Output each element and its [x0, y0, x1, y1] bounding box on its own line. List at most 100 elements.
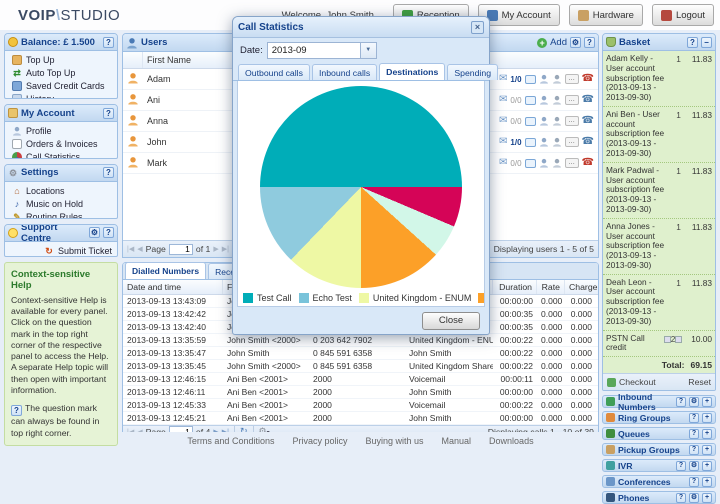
call-row[interactable]: 2013-09-13 13:35:45 John Smith <2000> 0 84… — [123, 360, 598, 373]
person-icon[interactable] — [552, 74, 562, 84]
call-row[interactable]: 2013-09-13 12:45:21 Ani Ben <2001> 2000 Joh… — [123, 412, 598, 425]
calls-column-header[interactable] — [405, 280, 493, 294]
dialog-tab-spending[interactable]: Spending — [447, 64, 499, 80]
sidebar-item-top-up[interactable]: Top Up — [12, 54, 115, 66]
help-icon[interactable]: ? — [689, 428, 699, 439]
person-icon[interactable] — [552, 158, 562, 168]
gear-icon[interactable]: ⚙ — [689, 460, 699, 471]
expand-icon[interactable]: + — [702, 412, 712, 423]
checkout-button[interactable]: Checkout — [607, 377, 656, 387]
phone-icon[interactable]: ☎ — [581, 157, 594, 168]
footer-link-privacy-policy[interactable]: Privacy policy — [292, 436, 348, 446]
panel-queues[interactable]: Queues? + — [602, 427, 716, 441]
footer-link-terms-and-conditions[interactable]: Terms and Conditions — [187, 436, 275, 446]
call-row[interactable]: 2013-09-13 12:46:11 Ani Ben <2001> 2000 Joh… — [123, 386, 598, 399]
phone-icon[interactable]: ☎ — [581, 94, 594, 105]
refresh-icon[interactable]: ↻ — [239, 426, 248, 432]
person-icon[interactable] — [539, 74, 549, 84]
sidebar-item-saved-credit-cards[interactable]: Saved Credit Cards — [12, 80, 115, 92]
help-icon[interactable]: ? — [689, 476, 699, 487]
expand-icon[interactable]: + — [702, 396, 712, 407]
add-user-button[interactable]: + Add — [537, 37, 567, 48]
collapse-icon[interactable]: − — [701, 36, 712, 48]
more-options-icon[interactable]: ... — [564, 95, 579, 105]
tab-dialled-numbers[interactable]: Dialled Numbers — [125, 262, 207, 279]
first-page-icon[interactable]: |◀ — [127, 428, 135, 433]
last-page-icon[interactable]: ▶| — [221, 246, 229, 253]
prev-page-icon[interactable]: ◀ — [137, 246, 143, 253]
panel-ivr[interactable]: IVR? ⚙ + — [602, 459, 716, 473]
help-icon[interactable]: ? — [103, 167, 114, 179]
next-page-icon[interactable]: ▶ — [213, 246, 219, 253]
users-page-input[interactable] — [168, 243, 193, 255]
sidebar-item-history[interactable]: History — [12, 93, 115, 99]
envelope-icon[interactable]: ✉ — [499, 136, 508, 147]
help-icon[interactable]: ? — [584, 37, 595, 48]
footer-link-manual[interactable]: Manual — [441, 436, 472, 446]
chat-icon[interactable] — [524, 74, 536, 84]
decrease-icon[interactable] — [663, 335, 671, 343]
calls-column-header[interactable]: Duration — [493, 280, 537, 294]
first-page-icon[interactable]: |◀ — [127, 246, 135, 253]
help-icon[interactable]: ? — [676, 492, 686, 503]
gear-icon[interactable]: ⚙ — [689, 492, 699, 503]
sidebar-item-routing-rules[interactable]: ✎ Routing Rules — [12, 211, 115, 218]
footer-link-downloads[interactable]: Downloads — [489, 436, 534, 446]
sidebar-item-call-statistics[interactable]: Call Statistics — [12, 151, 115, 158]
envelope-icon[interactable]: ✉ — [499, 94, 508, 105]
sidebar-item-profile[interactable]: Profile — [12, 125, 115, 137]
phone-icon[interactable]: ☎ — [581, 136, 594, 147]
sidebar-item-orders-invoices[interactable]: Orders & Invoices — [12, 138, 115, 150]
envelope-icon[interactable]: ✉ — [499, 73, 508, 84]
gear-icon[interactable]: ⚙ — [89, 227, 100, 239]
sidebar-item-auto-top-up[interactable]: ⇄ Auto Top Up — [12, 67, 115, 79]
calls-column-header[interactable]: Rate — [537, 280, 565, 294]
my-account-button[interactable]: My Account — [477, 4, 560, 26]
sidebar-item-music-on-hold[interactable]: ♪ Music on Hold — [12, 198, 115, 210]
help-icon[interactable]: ? — [687, 36, 698, 48]
phone-icon[interactable]: ☎ — [581, 115, 594, 126]
sidebar-item-locations[interactable]: ⌂ Locations — [12, 185, 115, 197]
dialog-tab-destinations[interactable]: Destinations — [379, 63, 446, 80]
calls-column-header[interactable]: Date and time — [123, 280, 223, 294]
prev-page-icon[interactable]: ◀ — [137, 428, 143, 433]
call-row[interactable]: 2013-09-13 12:46:15 Ani Ben <2001> 2000 Voi… — [123, 373, 598, 386]
help-icon[interactable]: ? — [103, 36, 114, 48]
more-options-icon[interactable]: ... — [564, 74, 579, 84]
call-row[interactable]: 2013-09-13 12:45:33 Ani Ben <2001> 2000 Voi… — [123, 399, 598, 412]
more-options-icon[interactable]: ... — [564, 158, 579, 168]
person-icon[interactable] — [539, 95, 549, 105]
dialog-tab-outbound-calls[interactable]: Outbound calls — [238, 64, 310, 80]
phone-icon[interactable]: ☎ — [581, 73, 594, 84]
logout-button[interactable]: Logout — [651, 4, 714, 26]
table-settings-icon[interactable]: ⚙▾ — [258, 426, 270, 432]
expand-icon[interactable]: + — [702, 492, 712, 503]
calls-page-input[interactable] — [168, 426, 193, 432]
person-icon[interactable] — [552, 116, 562, 126]
close-icon[interactable]: × — [471, 20, 484, 34]
help-icon[interactable]: ? — [676, 396, 686, 407]
more-options-icon[interactable]: ... — [564, 116, 579, 126]
footer-link-buying-with-us[interactable]: Buying with us — [365, 436, 424, 446]
more-options-icon[interactable]: ... — [564, 137, 579, 147]
last-page-icon[interactable]: ▶| — [221, 428, 229, 433]
chat-icon[interactable] — [524, 116, 536, 126]
person-icon[interactable] — [539, 158, 549, 168]
gear-icon[interactable]: ⚙ — [570, 37, 581, 48]
panel-conferences[interactable]: Conferences? + — [602, 475, 716, 489]
help-icon[interactable]: ? — [103, 227, 114, 239]
person-icon[interactable] — [552, 95, 562, 105]
panel-phones[interactable]: Phones? ⚙ + — [602, 491, 716, 504]
envelope-icon[interactable]: ✉ — [499, 157, 508, 168]
help-icon[interactable]: ? — [103, 107, 114, 119]
help-icon[interactable]: ? — [689, 412, 699, 423]
chat-icon[interactable] — [524, 95, 536, 105]
calls-column-header[interactable]: Charge — [569, 282, 598, 292]
date-select[interactable]: 2013-09 ▼ — [266, 41, 377, 59]
person-icon[interactable] — [539, 137, 549, 147]
next-page-icon[interactable]: ▶ — [213, 428, 219, 433]
chat-icon[interactable] — [524, 137, 536, 147]
close-button[interactable]: Close — [422, 311, 480, 330]
expand-icon[interactable]: + — [702, 428, 712, 439]
help-icon[interactable]: ? — [676, 460, 686, 471]
